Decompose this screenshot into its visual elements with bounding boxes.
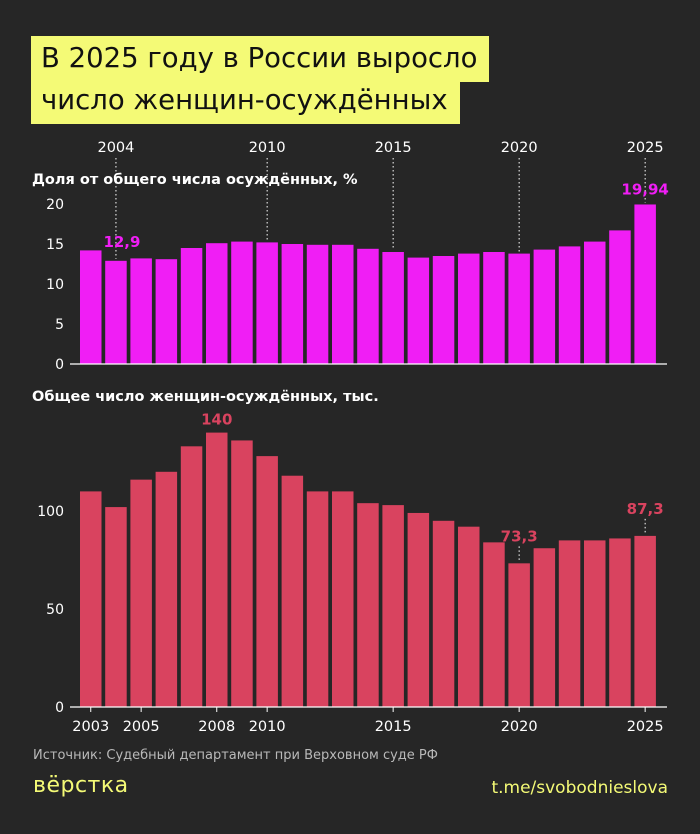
bar-2025 [634, 204, 656, 364]
bar-2019 [483, 542, 505, 707]
x-tick-label: 2015 [375, 140, 412, 156]
x-tick-label: 2015 [375, 719, 412, 735]
bar-2017 [432, 256, 455, 364]
bar-2025 [634, 535, 656, 707]
y-tick-label: 100 [37, 504, 64, 520]
data-label: 87,3 [627, 500, 664, 518]
bar-2007 [180, 248, 203, 364]
y-tick-label: 0 [55, 700, 64, 716]
count-chart: Общее число женщин-осуждённых, тыс. 0 50 10… [32, 389, 667, 735]
bar-2014 [357, 248, 379, 364]
bar-2021 [533, 548, 556, 707]
publisher-logo: вёрстка [33, 773, 129, 798]
bar-2024 [609, 538, 631, 707]
bar-2024 [609, 230, 631, 364]
bar-2010 [256, 456, 278, 707]
bar-2011 [281, 244, 304, 364]
bar-2005 [130, 258, 152, 364]
bar-2021 [533, 249, 556, 364]
bar-2010 [256, 242, 278, 364]
bar-2005 [130, 479, 152, 707]
chart-subtitle: Общее число женщин-осуждённых, тыс. [32, 389, 379, 405]
bar-2006 [155, 259, 178, 364]
x-tick-label: 2020 [501, 140, 538, 156]
bar-2018 [458, 526, 480, 707]
bar-2004 [105, 507, 127, 707]
bar-2015 [382, 505, 404, 707]
x-tick-label: 2020 [501, 719, 538, 735]
bar-2012 [306, 244, 329, 364]
x-tick-label: 2025 [627, 719, 664, 735]
title-line-1: В 2025 году в России выросло [31, 36, 490, 82]
bar-2013 [332, 491, 354, 707]
bar-2011 [281, 475, 304, 707]
chart-title: В 2025 году в России выросло число женщи… [31, 36, 490, 124]
bar-2006 [155, 471, 178, 707]
y-tick-label: 5 [55, 317, 64, 333]
x-tick-label: 2025 [627, 140, 664, 156]
bar-2023 [584, 241, 606, 364]
bar-2015 [382, 252, 404, 364]
bar-2023 [584, 540, 606, 707]
bar-2013 [332, 244, 354, 364]
bar-2019 [483, 252, 505, 364]
bar-2008 [206, 432, 228, 707]
data-label: 140 [201, 411, 232, 429]
bar-2020 [508, 253, 530, 364]
x-tick-label: 2010 [249, 719, 286, 735]
bar-2018 [458, 253, 480, 364]
x-tick-label: 2003 [72, 719, 109, 735]
bar-2004 [105, 260, 127, 364]
x-tick-label: 2010 [249, 140, 286, 156]
chart-subtitle: Доля от общего числа осуждённых, % [32, 172, 358, 188]
bar-2003 [80, 250, 102, 364]
data-label: 73,3 [501, 527, 538, 545]
bar-2007 [180, 446, 203, 707]
source-note: Источник: Судебный департамент при Верхо… [33, 748, 438, 763]
bar-2017 [432, 520, 455, 707]
bar-2014 [357, 503, 379, 707]
bar-2003 [80, 491, 102, 707]
x-tick-label: 2008 [198, 719, 235, 735]
y-tick-label: 50 [46, 602, 64, 618]
y-tick-label: 20 [46, 197, 64, 213]
bar-2022 [558, 246, 581, 364]
channel-link[interactable]: t.me/svobodnieslova [491, 778, 668, 798]
share-chart: Доля от общего числа осуждённых, % 0 5 10 15… [32, 140, 669, 373]
data-label: 19,94 [621, 180, 668, 198]
y-tick-label: 10 [46, 277, 64, 293]
x-tick-label: 2005 [123, 719, 160, 735]
bar-2012 [306, 491, 329, 707]
bar-2020 [508, 563, 530, 707]
bar-2009 [231, 440, 253, 707]
y-tick-label: 15 [46, 237, 64, 253]
data-label: 12,9 [103, 233, 140, 251]
title-line-2: число женщин-осуждённых [31, 78, 460, 124]
x-tick-label: 2004 [97, 140, 134, 156]
bar-2016 [407, 512, 430, 707]
bar-2016 [407, 257, 430, 364]
y-tick-label: 0 [55, 357, 64, 373]
bar-2009 [231, 241, 253, 364]
bar-2022 [558, 540, 581, 707]
bar-2008 [206, 243, 228, 364]
